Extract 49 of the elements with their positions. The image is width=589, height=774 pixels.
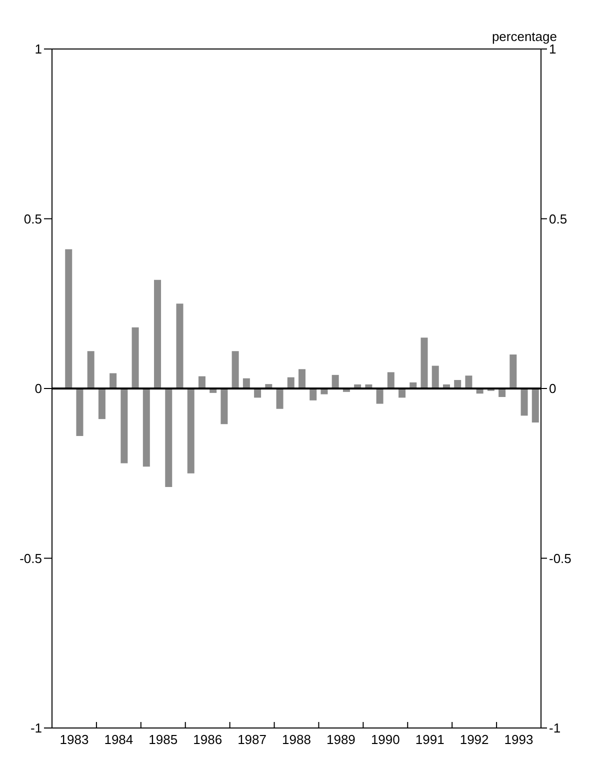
bar xyxy=(65,249,72,388)
bar xyxy=(154,280,162,388)
bar xyxy=(532,388,539,422)
x-tick-label: 1985 xyxy=(148,732,178,747)
x-tick-label: 1986 xyxy=(193,732,222,747)
y-tick-label: -0.5 xyxy=(20,550,42,566)
y2-tick-label: -1 xyxy=(549,720,561,736)
x-tick-label: 1984 xyxy=(104,732,134,747)
y2-tick-label: 0.5 xyxy=(549,211,568,226)
bar xyxy=(176,304,184,388)
y2-tick-label: 0 xyxy=(549,381,556,396)
y-tick-label: 0.5 xyxy=(24,211,42,226)
bar xyxy=(187,388,194,474)
y2-tick-label: 1 xyxy=(549,42,556,57)
bar xyxy=(87,351,94,388)
bar xyxy=(142,388,150,467)
bar xyxy=(332,374,339,388)
bar xyxy=(198,376,206,388)
bar xyxy=(510,354,517,388)
bar xyxy=(420,338,428,388)
bar xyxy=(110,373,117,388)
x-tick-label: 1993 xyxy=(504,732,534,747)
y-tick-label: -1 xyxy=(30,720,42,736)
y2-axis-title: percentage xyxy=(492,29,557,44)
bar xyxy=(98,388,106,420)
bar xyxy=(276,388,284,409)
bar xyxy=(387,372,394,388)
x-tick-label: 1992 xyxy=(460,732,489,747)
bar xyxy=(298,369,306,388)
bar xyxy=(432,366,439,388)
bar xyxy=(465,376,472,388)
y-tick-label: 0 xyxy=(34,381,42,396)
bar xyxy=(120,388,128,464)
bar xyxy=(76,388,84,436)
x-tick-label: 1983 xyxy=(60,732,89,747)
bar xyxy=(165,388,172,487)
x-tick-label: 1987 xyxy=(238,732,267,747)
bar xyxy=(220,388,228,424)
y2-tick-label: -0.5 xyxy=(549,550,572,566)
x-tick-label: 1989 xyxy=(326,732,356,747)
bar xyxy=(376,388,384,404)
x-tick-label: 1988 xyxy=(282,732,311,747)
x-tick-label: 1991 xyxy=(415,732,444,747)
bar xyxy=(232,351,239,388)
bar xyxy=(132,327,139,388)
y-tick-label: 1 xyxy=(34,42,42,57)
bar xyxy=(520,388,528,416)
bar xyxy=(310,388,317,400)
x-tick-label: 1990 xyxy=(370,732,400,747)
